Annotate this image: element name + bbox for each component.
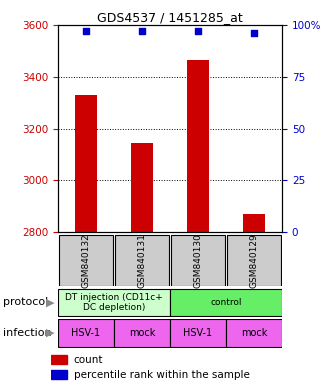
Point — [139, 28, 145, 34]
Bar — [59, 235, 113, 286]
Bar — [171, 235, 225, 286]
Text: protocol: protocol — [3, 297, 49, 308]
Bar — [51, 371, 67, 379]
Point — [195, 28, 201, 34]
Text: control: control — [210, 298, 242, 307]
Title: GDS4537 / 1451285_at: GDS4537 / 1451285_at — [97, 11, 243, 24]
Text: percentile rank within the sample: percentile rank within the sample — [74, 370, 249, 380]
Bar — [58, 319, 114, 347]
Text: mock: mock — [241, 328, 267, 338]
Point — [83, 28, 88, 34]
Bar — [58, 289, 170, 316]
Point — [251, 30, 257, 36]
Bar — [51, 355, 67, 364]
Text: GSM840129: GSM840129 — [249, 233, 259, 288]
Bar — [131, 143, 153, 232]
Bar — [227, 235, 281, 286]
Text: GSM840131: GSM840131 — [137, 233, 147, 288]
Bar — [170, 289, 282, 316]
Text: infection: infection — [3, 328, 52, 338]
Text: DT injection (CD11c+
DC depletion): DT injection (CD11c+ DC depletion) — [65, 293, 163, 312]
Text: count: count — [74, 355, 103, 365]
Text: ▶: ▶ — [46, 328, 54, 338]
Text: mock: mock — [129, 328, 155, 338]
Text: HSV-1: HSV-1 — [71, 328, 100, 338]
Text: GSM840132: GSM840132 — [81, 233, 90, 288]
Text: GSM840130: GSM840130 — [193, 233, 203, 288]
Text: HSV-1: HSV-1 — [183, 328, 213, 338]
Bar — [226, 319, 282, 347]
Bar — [243, 214, 265, 232]
Text: ▶: ▶ — [46, 297, 54, 308]
Bar — [115, 235, 169, 286]
Bar — [170, 319, 226, 347]
Bar — [187, 60, 209, 232]
Bar — [114, 319, 170, 347]
Bar — [75, 95, 97, 232]
